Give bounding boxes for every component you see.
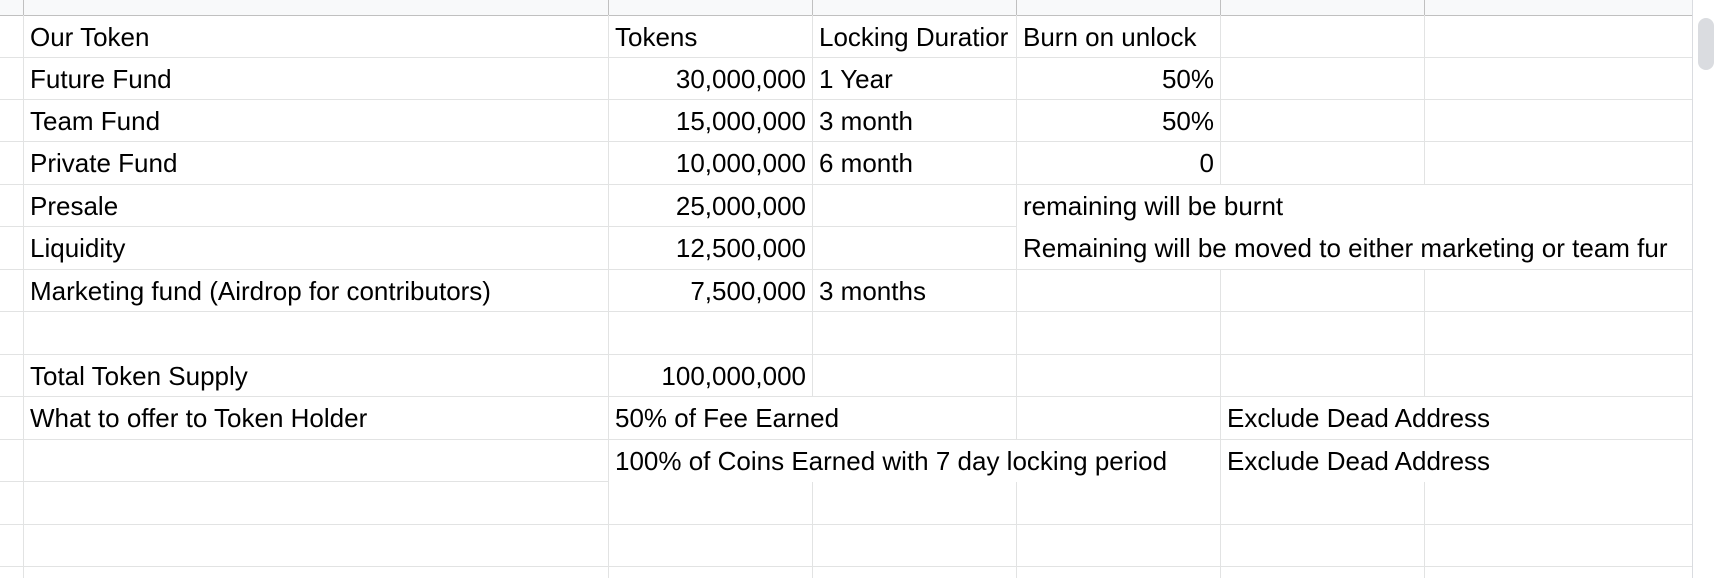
cell-d3[interactable]: 50% bbox=[1161, 106, 1214, 136]
cell-b5[interactable]: 25,000,000 bbox=[675, 191, 806, 221]
cell-a3[interactable]: Team Fund bbox=[30, 106, 161, 136]
vertical-scrollbar-thumb[interactable] bbox=[1698, 18, 1714, 70]
cell-e11[interactable]: Exclude Dead Address bbox=[1221, 440, 1692, 482]
cell-a11[interactable] bbox=[24, 440, 608, 482]
column-header-strip[interactable] bbox=[0, 0, 1692, 16]
cell-b4[interactable]: 10,000,000 bbox=[675, 148, 806, 178]
cell-a5[interactable]: Presale bbox=[30, 191, 119, 221]
cell-b11[interactable]: 100% of Coins Earned with 7 day locking … bbox=[609, 440, 1220, 482]
cell-d5[interactable]: remaining will be burnt bbox=[1017, 185, 1692, 227]
cell-a4[interactable]: Private Fund bbox=[30, 148, 178, 178]
cell-c1[interactable]: Locking Duratior bbox=[819, 22, 1009, 52]
cell-c6[interactable] bbox=[813, 227, 1016, 269]
cell-a10[interactable]: What to offer to Token Holder bbox=[30, 403, 368, 433]
cell-b7[interactable]: 7,500,000 bbox=[690, 276, 806, 306]
cell-a1[interactable]: Our Token bbox=[30, 22, 150, 52]
cell-b9[interactable]: 100,000,000 bbox=[661, 361, 806, 391]
cell-d7[interactable] bbox=[1017, 270, 1220, 312]
cell-e10[interactable]: Exclude Dead Address bbox=[1221, 397, 1692, 439]
cell-c7[interactable]: 3 months bbox=[819, 276, 926, 306]
cell-c4[interactable]: 6 month bbox=[819, 148, 913, 178]
cell-d6[interactable]: Remaining will be moved to either market… bbox=[1017, 227, 1692, 269]
cell-a6[interactable]: Liquidity bbox=[30, 233, 126, 263]
cell-a8[interactable] bbox=[24, 312, 608, 354]
cell-c2[interactable]: 1 Year bbox=[819, 64, 893, 94]
cell-d1[interactable]: Burn on unlock bbox=[1023, 22, 1197, 52]
cell-b1[interactable]: Tokens bbox=[615, 22, 698, 52]
cell-b6[interactable]: 12,500,000 bbox=[675, 233, 806, 263]
cell-b10[interactable]: 50% of Fee Earned bbox=[609, 397, 1016, 439]
cell-b2[interactable]: 30,000,000 bbox=[675, 64, 806, 94]
cell-c3[interactable]: 3 month bbox=[819, 106, 913, 136]
cell-b3[interactable]: 15,000,000 bbox=[675, 106, 806, 136]
cell-c5[interactable] bbox=[813, 185, 1016, 227]
cell-a7[interactable]: Marketing fund (Airdrop for contributors… bbox=[30, 276, 491, 306]
vertical-scrollbar-track[interactable] bbox=[1692, 0, 1720, 578]
cell-a9[interactable]: Total Token Supply bbox=[30, 361, 248, 391]
cell-d4[interactable]: 0 bbox=[1199, 148, 1214, 178]
cell-a2[interactable]: Future Fund bbox=[30, 64, 172, 94]
cell-d2[interactable]: 50% bbox=[1161, 64, 1214, 94]
